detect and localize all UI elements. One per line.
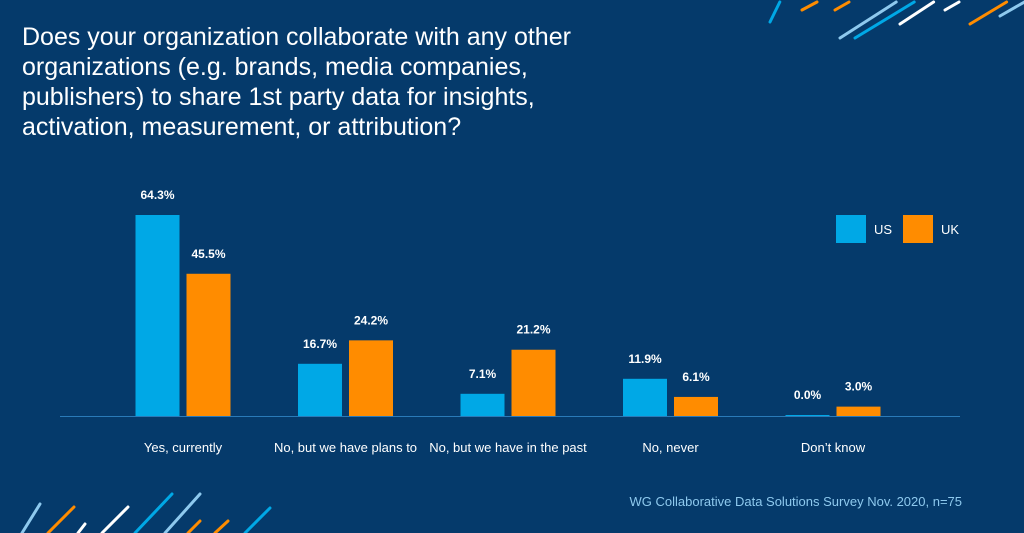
data-label: 0.0% — [794, 388, 822, 402]
source-note: WG Collaborative Data Solutions Survey N… — [629, 494, 962, 509]
decorative-stripe — [833, 0, 851, 12]
decorative-stripe — [838, 0, 898, 40]
decorative-stripe — [898, 0, 936, 26]
data-label: 64.3% — [140, 188, 174, 202]
decorative-stripe — [968, 0, 1009, 26]
decorative-stripe — [186, 519, 202, 533]
bar-us — [623, 378, 667, 416]
decorative-stripe — [46, 505, 76, 533]
data-label: 3.0% — [845, 380, 873, 394]
legend-label: US — [874, 222, 892, 237]
decorative-stripe — [768, 0, 782, 24]
bar-us — [135, 214, 180, 416]
decorative-stripe — [133, 492, 174, 533]
data-label: 11.9% — [628, 352, 662, 366]
bar-us — [460, 393, 505, 416]
bar-uk — [349, 340, 393, 416]
decorative-stripe — [243, 506, 272, 533]
decorative-stripe — [20, 502, 42, 533]
category-label: Don’t know — [801, 440, 866, 455]
decorative-stripe — [998, 0, 1024, 18]
decorative-stripe — [800, 0, 819, 12]
data-label: 7.1% — [469, 367, 497, 381]
legend-swatch-us — [836, 215, 866, 243]
decorative-stripe — [76, 522, 87, 533]
decorative-stripe — [943, 0, 961, 12]
decorative-stripe — [853, 0, 916, 40]
data-label: 24.2% — [354, 313, 388, 327]
legend: US UK — [836, 215, 959, 243]
decorative-stripes — [20, 0, 1024, 533]
bar-us — [785, 415, 830, 416]
data-label: 16.7% — [303, 337, 337, 351]
chart-title: Does your organization collaborate with … — [22, 23, 571, 141]
decorative-stripe — [213, 519, 230, 533]
category-label: No, but we have plans to — [274, 440, 417, 455]
category-label: No, but we have in the past — [429, 440, 587, 455]
bar-uk — [186, 273, 231, 416]
decorative-stripe — [100, 505, 130, 533]
legend-swatch-uk — [903, 215, 933, 243]
category-label: Yes, currently — [144, 440, 223, 455]
bar-uk — [674, 396, 718, 416]
bar-uk — [511, 349, 556, 416]
data-label: 21.2% — [516, 323, 550, 337]
bar-uk — [836, 406, 881, 416]
bar-us — [298, 363, 342, 416]
data-label: 6.1% — [682, 370, 710, 384]
decorative-stripe — [163, 492, 202, 533]
legend-label: UK — [941, 222, 959, 237]
data-label: 45.5% — [191, 247, 225, 261]
category-label: No, never — [642, 440, 699, 455]
